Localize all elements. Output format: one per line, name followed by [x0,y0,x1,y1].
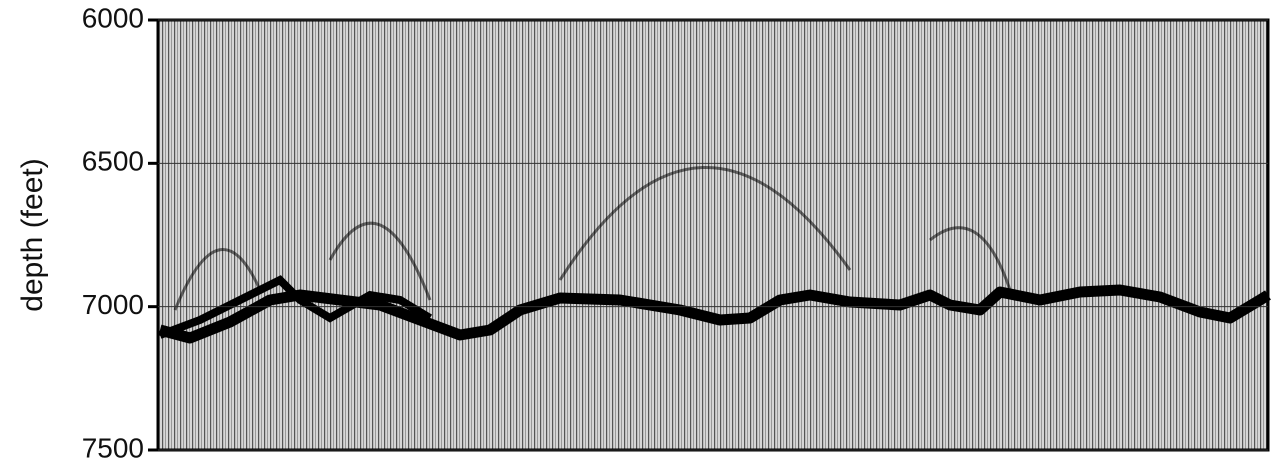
y-tick-label: 6500 [82,146,144,177]
chart: depth (feet) 6000 6500 7000 7500 [0,0,1271,462]
y-tick-label: 7500 [82,432,144,462]
y-axis-label: depth (feet) [16,158,49,311]
plot-background [158,20,1268,450]
y-tick-label: 7000 [82,289,144,320]
y-tick-label: 6000 [82,2,144,33]
